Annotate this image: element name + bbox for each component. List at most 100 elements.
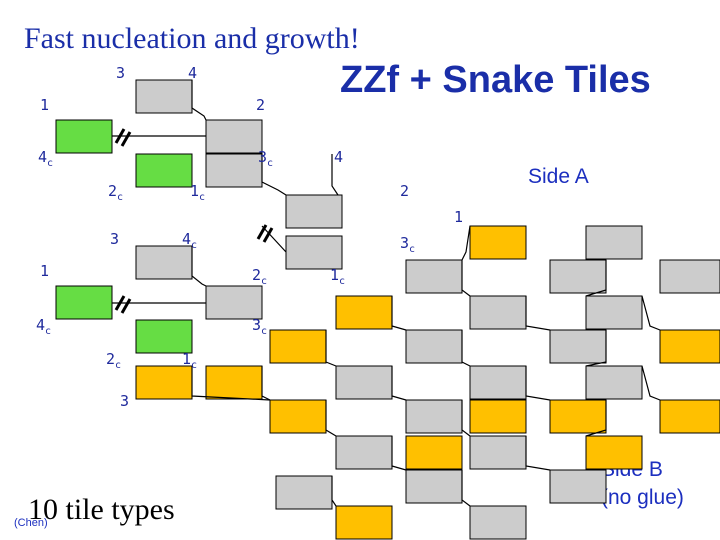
orange-tile bbox=[469, 225, 527, 260]
green-tiles bbox=[55, 119, 193, 354]
gray-tile bbox=[335, 365, 393, 400]
green-tile bbox=[55, 285, 113, 320]
connector bbox=[331, 154, 339, 196]
connector bbox=[325, 330, 337, 367]
connector bbox=[391, 436, 407, 471]
orange-tiles bbox=[135, 225, 720, 540]
gray-tile bbox=[135, 79, 193, 114]
snake-connectors bbox=[191, 80, 661, 507]
glue-links bbox=[112, 128, 287, 314]
label-1: 1 bbox=[454, 208, 463, 226]
label-4c: 4c bbox=[38, 148, 53, 169]
gray-tile bbox=[585, 225, 643, 260]
label-4c: 4c bbox=[182, 230, 197, 251]
orange-tile bbox=[335, 505, 393, 540]
connector bbox=[585, 330, 607, 367]
orange-tile bbox=[335, 295, 393, 330]
connector bbox=[331, 476, 337, 507]
gray-tile bbox=[585, 295, 643, 330]
label-3: 3 bbox=[110, 230, 119, 248]
connector bbox=[191, 80, 207, 121]
double-bar-mark bbox=[114, 128, 274, 314]
label-3c: 3c bbox=[400, 234, 415, 255]
connector bbox=[525, 436, 551, 471]
credit-text: (Chen) bbox=[14, 517, 48, 529]
orange-tile bbox=[205, 365, 263, 400]
green-tile bbox=[135, 319, 193, 354]
label-1c: 1c bbox=[190, 182, 205, 203]
slide-title: Fast nucleation and growth! bbox=[24, 22, 360, 55]
gray-tiles bbox=[135, 79, 720, 540]
gray-tile bbox=[135, 245, 193, 280]
orange-tile bbox=[549, 399, 607, 434]
green-tile bbox=[55, 119, 113, 154]
connector bbox=[461, 260, 471, 297]
gray-tile bbox=[405, 259, 463, 294]
orange-tile bbox=[135, 365, 193, 400]
connector bbox=[641, 295, 661, 331]
orange-tile bbox=[269, 399, 327, 434]
gray-tile bbox=[285, 194, 343, 229]
gray-tile bbox=[205, 285, 263, 320]
label-2c: 2c bbox=[252, 266, 267, 287]
orange-tile bbox=[269, 329, 327, 364]
label-1c: 1c bbox=[182, 350, 197, 371]
connector bbox=[191, 246, 207, 287]
connector bbox=[461, 330, 471, 367]
connector bbox=[641, 365, 661, 401]
label-1: 1 bbox=[40, 262, 49, 280]
gray-tile bbox=[405, 329, 463, 364]
green-tile bbox=[135, 153, 193, 188]
label-2: 2 bbox=[256, 96, 265, 114]
side-b-note: (no glue) bbox=[601, 486, 684, 509]
side-labels: 3 4 1 2 4c 3c 4 2c 1c 2 1 3 4c 3c 1 2c 1… bbox=[36, 64, 463, 410]
connector bbox=[391, 366, 407, 401]
connector bbox=[261, 366, 271, 401]
gray-tile bbox=[405, 469, 463, 504]
connector bbox=[461, 225, 471, 261]
gray-tile bbox=[469, 505, 527, 540]
gray-tile bbox=[469, 365, 527, 400]
connector bbox=[461, 400, 471, 437]
label-4c: 4c bbox=[36, 316, 51, 337]
label-2c: 2c bbox=[108, 182, 123, 203]
orange-tile bbox=[405, 435, 463, 470]
connector bbox=[191, 366, 271, 401]
connector bbox=[325, 400, 337, 437]
connector bbox=[585, 400, 607, 437]
tile-count-caption: 10 tile types bbox=[28, 493, 175, 526]
gray-tile bbox=[659, 259, 720, 294]
side-a-label: Side A bbox=[528, 165, 589, 188]
gray-tile bbox=[335, 435, 393, 470]
gray-tile bbox=[549, 469, 607, 504]
gray-tile bbox=[549, 329, 607, 364]
connector bbox=[261, 154, 287, 196]
label-4: 4 bbox=[334, 148, 343, 166]
orange-tile bbox=[659, 399, 720, 434]
connector bbox=[461, 470, 471, 507]
label-3: 3 bbox=[120, 392, 129, 410]
gray-tile bbox=[205, 153, 263, 188]
label-1c: 1c bbox=[330, 266, 345, 287]
slide-subtitle: ZZf + Snake Tiles bbox=[340, 59, 651, 101]
orange-tile bbox=[659, 329, 720, 364]
label-3: 3 bbox=[116, 64, 125, 82]
gray-tile bbox=[285, 235, 343, 270]
label-2c: 2c bbox=[106, 350, 121, 371]
glue-line bbox=[261, 225, 287, 253]
gray-tile bbox=[405, 399, 463, 434]
connector bbox=[525, 366, 551, 401]
label-4: 4 bbox=[188, 64, 197, 82]
gray-tile bbox=[469, 295, 527, 330]
orange-tile bbox=[585, 435, 643, 470]
label-2: 2 bbox=[400, 182, 409, 200]
label-3c: 3c bbox=[258, 148, 273, 169]
label-1: 1 bbox=[40, 96, 49, 114]
gray-tile bbox=[469, 435, 527, 470]
gray-tile bbox=[275, 475, 333, 510]
gray-tile bbox=[205, 119, 263, 154]
gray-tile bbox=[585, 365, 643, 400]
connector bbox=[391, 296, 407, 331]
orange-tile bbox=[469, 399, 527, 434]
